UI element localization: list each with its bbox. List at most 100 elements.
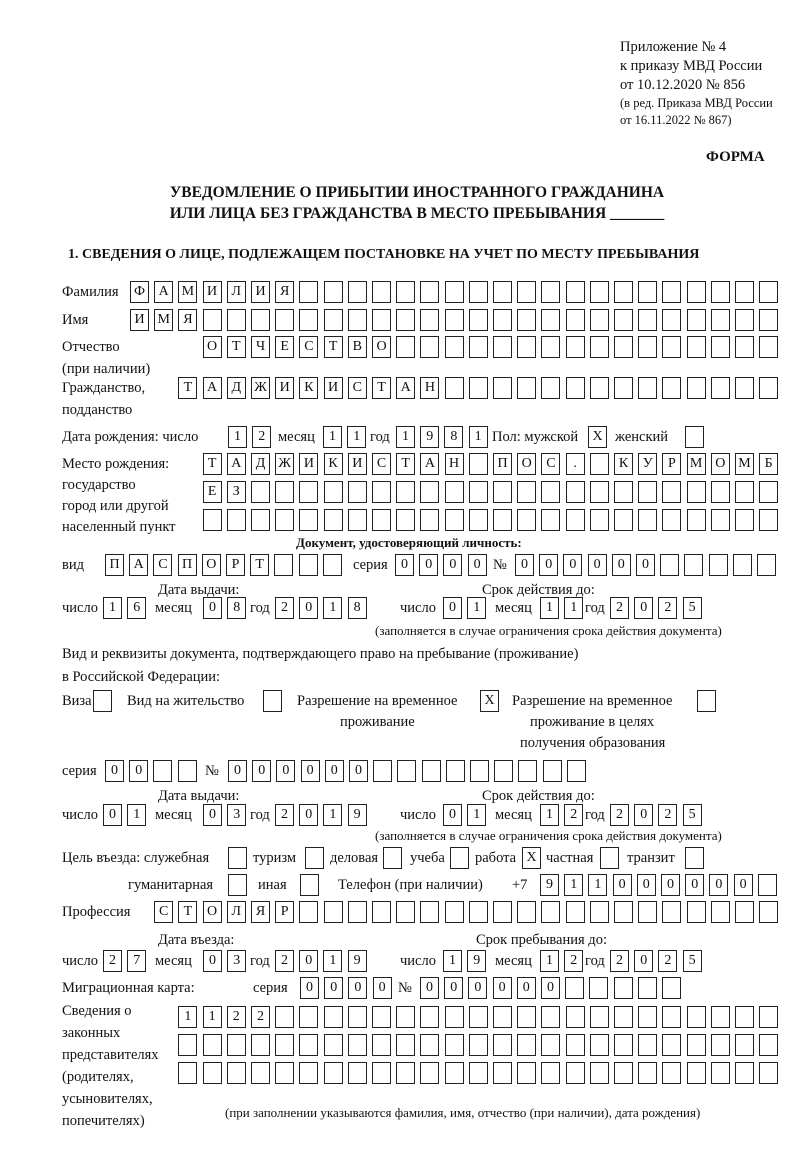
char-box[interactable] — [493, 1006, 512, 1028]
char-box[interactable] — [662, 1006, 682, 1028]
char-box[interactable] — [275, 1006, 295, 1028]
char-box[interactable] — [662, 1062, 682, 1084]
char-box[interactable]: 3 — [227, 804, 247, 826]
char-box[interactable]: О — [710, 453, 730, 475]
char-box[interactable] — [468, 1062, 488, 1084]
char-box[interactable] — [710, 481, 730, 503]
char-box[interactable] — [759, 481, 779, 503]
char-box[interactable]: Б — [759, 453, 779, 475]
char-box[interactable] — [322, 554, 342, 576]
char-box[interactable] — [298, 554, 318, 576]
char-box[interactable] — [397, 760, 417, 782]
char-box[interactable] — [444, 377, 464, 399]
char-box[interactable] — [347, 509, 367, 531]
char-box[interactable]: 1 — [103, 597, 122, 619]
char-box[interactable] — [468, 481, 488, 503]
char-box[interactable] — [299, 1034, 319, 1056]
char-box[interactable] — [347, 481, 367, 503]
char-box[interactable] — [541, 901, 561, 923]
char-box[interactable]: И — [347, 453, 367, 475]
char-box[interactable] — [420, 1062, 440, 1084]
char-box[interactable] — [638, 481, 658, 503]
char-box[interactable]: К — [614, 453, 633, 475]
char-box[interactable]: 8 — [347, 597, 367, 619]
char-box[interactable]: 0 — [300, 760, 320, 782]
char-box[interactable]: 5 — [682, 597, 702, 619]
char-box[interactable]: 2 — [103, 950, 122, 972]
char-box[interactable]: У — [638, 453, 658, 475]
char-box[interactable] — [493, 901, 512, 923]
char-box[interactable] — [614, 509, 633, 531]
char-box[interactable]: Ф — [130, 281, 149, 303]
char-box[interactable] — [444, 309, 464, 331]
char-box[interactable]: И — [130, 309, 149, 331]
char-box[interactable]: П — [105, 554, 124, 576]
char-box[interactable]: А — [420, 453, 440, 475]
char-box[interactable] — [565, 281, 585, 303]
char-box[interactable] — [202, 509, 222, 531]
char-box[interactable]: 0 — [299, 950, 319, 972]
char-box[interactable]: 0 — [661, 874, 680, 896]
char-box[interactable] — [565, 481, 585, 503]
char-box[interactable]: 0 — [203, 804, 222, 826]
char-box[interactable] — [468, 1034, 488, 1056]
char-box[interactable] — [396, 1062, 416, 1084]
char-box[interactable] — [517, 1062, 537, 1084]
char-box[interactable]: 0 — [685, 874, 705, 896]
char-box[interactable]: С — [153, 554, 173, 576]
char-box[interactable]: 0 — [443, 597, 462, 619]
char-box[interactable] — [710, 509, 730, 531]
char-box[interactable] — [275, 1062, 295, 1084]
char-box[interactable] — [274, 554, 294, 576]
char-box[interactable] — [468, 509, 488, 531]
char-box[interactable] — [662, 377, 682, 399]
char-box[interactable] — [299, 1006, 319, 1028]
char-box[interactable]: 1 — [564, 874, 584, 896]
char-box[interactable] — [589, 901, 609, 923]
char-box[interactable]: 1 — [540, 597, 559, 619]
char-box[interactable] — [565, 377, 585, 399]
char-box[interactable] — [445, 760, 465, 782]
char-box[interactable] — [323, 1006, 343, 1028]
char-box[interactable] — [420, 336, 440, 358]
char-box[interactable] — [759, 509, 779, 531]
char-box[interactable]: О — [202, 901, 222, 923]
char-box[interactable] — [444, 901, 464, 923]
char-box[interactable] — [735, 309, 754, 331]
char-box[interactable]: А — [226, 453, 246, 475]
char-box[interactable] — [541, 1062, 561, 1084]
char-box[interactable]: 9 — [420, 426, 440, 448]
char-box[interactable]: 1 — [347, 426, 367, 448]
char-box[interactable] — [517, 1006, 537, 1028]
char-box[interactable]: В — [347, 336, 367, 358]
char-box[interactable]: 2 — [610, 804, 629, 826]
char-box[interactable] — [299, 509, 319, 531]
char-box[interactable]: 0 — [587, 554, 607, 576]
char-box[interactable] — [541, 377, 561, 399]
char-box[interactable] — [614, 281, 633, 303]
char-box[interactable]: 7 — [127, 950, 147, 972]
char-box[interactable]: 1 — [396, 426, 415, 448]
char-box[interactable] — [372, 309, 391, 331]
char-box[interactable] — [396, 336, 416, 358]
char-box[interactable]: 0 — [228, 760, 247, 782]
char-box[interactable]: 5 — [682, 950, 702, 972]
char-box[interactable] — [759, 377, 779, 399]
char-box[interactable] — [177, 760, 197, 782]
char-box[interactable]: Т — [226, 336, 246, 358]
char-box[interactable] — [396, 281, 416, 303]
char-box[interactable] — [638, 309, 658, 331]
char-box[interactable]: 0 — [129, 760, 149, 782]
char-box[interactable]: П — [493, 453, 512, 475]
char-box[interactable] — [420, 281, 440, 303]
char-box[interactable] — [323, 1062, 343, 1084]
char-box[interactable]: Т — [178, 377, 198, 399]
char-box[interactable] — [178, 1034, 198, 1056]
char-box[interactable]: 0 — [636, 874, 656, 896]
char-box[interactable]: М — [154, 309, 174, 331]
char-box[interactable] — [735, 481, 754, 503]
char-box[interactable] — [372, 1034, 391, 1056]
char-box[interactable] — [323, 509, 343, 531]
char-box[interactable]: 2 — [658, 597, 678, 619]
char-box[interactable] — [347, 1062, 367, 1084]
